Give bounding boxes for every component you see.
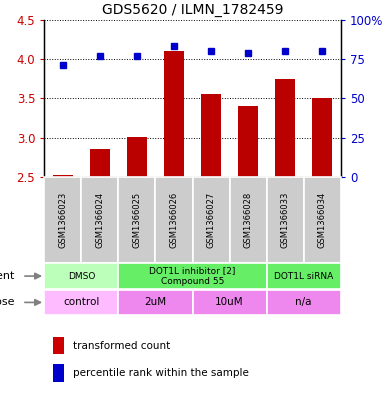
Bar (266, 290, 341, 315)
Text: DMSO: DMSO (68, 272, 95, 281)
Bar (53, 175, 73, 177)
Text: GSM1366026: GSM1366026 (169, 192, 179, 248)
Bar (266, 263, 341, 289)
Text: 10uM: 10uM (215, 298, 244, 307)
Bar (238, 106, 258, 177)
Text: dose: dose (0, 298, 15, 307)
Bar (81, 177, 119, 263)
Bar (44, 263, 119, 289)
Text: 2uM: 2uM (144, 298, 166, 307)
Text: GSM1366027: GSM1366027 (206, 192, 216, 248)
Bar (119, 263, 267, 289)
Text: transformed count: transformed count (73, 341, 170, 351)
Bar (90, 149, 110, 177)
Bar (119, 290, 192, 315)
Text: GSM1366034: GSM1366034 (318, 192, 327, 248)
Text: percentile rank within the sample: percentile rank within the sample (73, 368, 249, 378)
Bar (229, 177, 266, 263)
Text: GSM1366033: GSM1366033 (281, 192, 290, 248)
Bar (44, 290, 119, 315)
Bar (201, 94, 221, 177)
Bar (267, 177, 304, 263)
Text: agent: agent (0, 271, 15, 281)
Bar (192, 177, 229, 263)
Bar (53, 364, 64, 382)
Title: GDS5620 / ILMN_1782459: GDS5620 / ILMN_1782459 (102, 3, 283, 17)
Bar (164, 51, 184, 177)
Bar (275, 79, 295, 177)
Text: GSM1366028: GSM1366028 (244, 192, 253, 248)
Bar (53, 337, 64, 354)
Text: n/a: n/a (295, 298, 312, 307)
Text: GSM1366023: GSM1366023 (58, 192, 67, 248)
Bar (119, 177, 156, 263)
Bar (156, 177, 192, 263)
Bar (312, 98, 332, 177)
Text: GSM1366024: GSM1366024 (95, 192, 104, 248)
Text: control: control (63, 298, 99, 307)
Text: DOT1L siRNA: DOT1L siRNA (274, 272, 333, 281)
Bar (127, 137, 147, 177)
Text: GSM1366025: GSM1366025 (132, 192, 141, 248)
Text: DOT1L inhibitor [2]
Compound 55: DOT1L inhibitor [2] Compound 55 (149, 266, 236, 286)
Bar (44, 177, 81, 263)
Bar (192, 290, 267, 315)
Bar (304, 177, 341, 263)
